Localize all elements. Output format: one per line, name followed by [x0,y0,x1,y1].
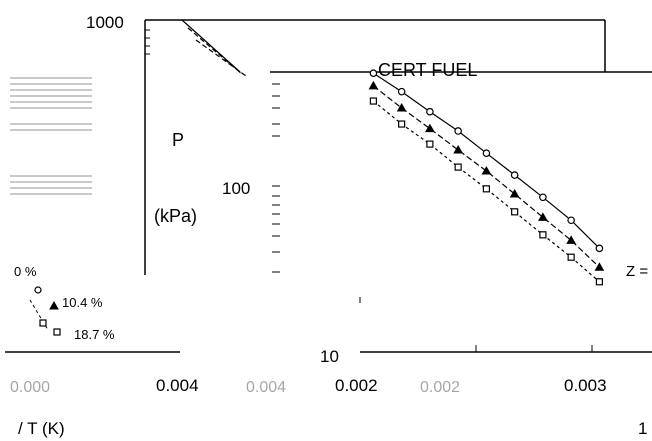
series-0-point-2 [426,107,434,116]
series-2-point-6 [539,231,547,239]
series-2-point-1 [398,120,406,128]
series-0-point-8 [595,244,604,253]
series-0-point-5 [510,171,519,179]
x-tick-label-0.003: 0.003 [564,376,607,395]
series-2-point-8 [595,278,604,286]
legend-extra-square [39,319,47,327]
x-tick-label-faded-0.002: 0.002 [420,379,460,396]
series-1-point-2 [425,123,435,133]
data-marks [368,69,605,286]
legend-label-18.7: 18.7 % [74,327,115,342]
foreground-panel [5,71,652,353]
bg-curve-dash-1 [187,27,243,75]
x-tick-label-0.004: 0.004 [156,376,199,395]
series-2-point-3 [454,163,462,171]
series-1-point-8 [594,262,605,271]
edge-label-1: 1 [638,419,647,438]
x-tick-label-faded-0.004: 0.004 [246,379,286,396]
x-tick-label-faded-0.000: 0.000 [10,379,50,396]
series-2-point-2 [426,140,434,148]
bg-curve-solid [181,19,241,73]
legend: 0 % 10.4 % 18.7 % [14,264,115,342]
y-axis-label-unit: (kPa) [154,206,197,226]
series-1-point-5 [509,188,520,198]
series-1-point-0 [368,80,379,90]
series-0-point-3 [454,127,462,135]
series-0-point-6 [539,193,547,202]
y-tick-label-100: 100 [222,179,250,198]
y-axis-label-p: P [172,130,184,150]
series-2-point-7 [567,253,575,261]
series-2-point-5 [511,208,519,216]
series-1-point-4 [481,165,492,175]
y-tick-label-10: 10 [320,347,339,366]
chart-title: CERT FUEL [378,60,477,80]
series-1-point-3 [453,145,464,154]
series-2-line [373,100,600,283]
y-tick-label-1000: 1000 [86,13,124,32]
bg-curve-dash-2 [195,39,247,77]
series-0-point-4 [482,149,491,157]
legend-label-0: 0 % [14,264,37,279]
legend-symbol-0 [34,286,42,294]
series-2-point-4 [482,185,490,193]
series-1-line [373,85,600,268]
legend-title-fragment: Z = [626,263,648,280]
series-0-point-7 [567,216,575,225]
series-1-point-6 [538,212,548,221]
legend-symbol-10.4 [49,300,59,310]
series-0-point-0 [369,69,378,78]
series-1-point-1 [396,102,407,112]
background-plot-frame [10,19,606,275]
series-0-point-1 [397,87,406,96]
series-2-point-0 [369,97,377,105]
series-1-point-7 [566,235,577,244]
x-tick-label-0.002: 0.002 [335,376,378,395]
series-0-line [373,72,600,249]
x-axis-label: / T (K) [18,419,65,438]
legend-label-10.4: 10.4 % [62,295,103,310]
legend-symbol-18.7 [53,328,61,336]
